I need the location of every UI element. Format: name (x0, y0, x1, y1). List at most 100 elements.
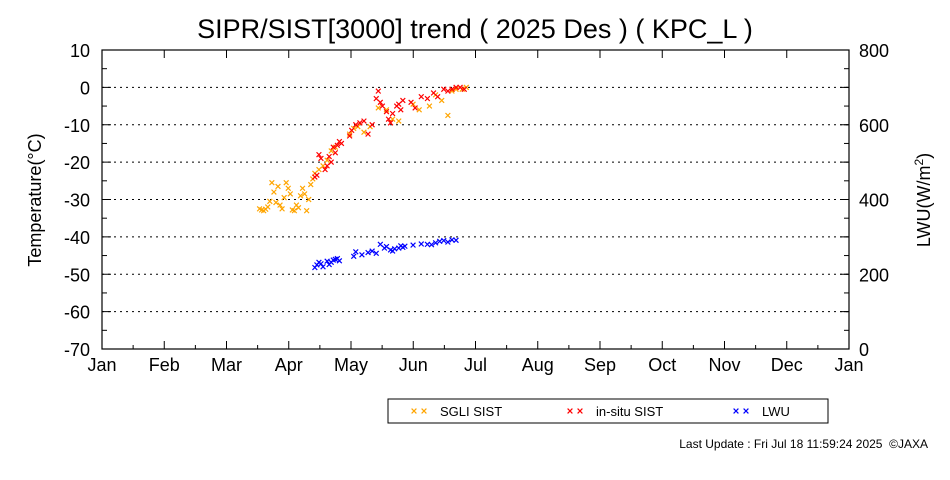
in-situ-sist-point (449, 86, 455, 93)
in-situ-sist-point (440, 86, 447, 93)
y-tick-label: -60 (64, 303, 90, 323)
legend-marker (733, 408, 739, 414)
lwu-point (410, 242, 416, 248)
in-situ-sist-point (338, 140, 345, 147)
sgli-sist-point (305, 196, 312, 203)
y2-axis-label: LWU(W/m2) (912, 153, 934, 247)
in-situ-sist-point (318, 155, 324, 162)
x-tick-label: Oct (648, 355, 676, 375)
in-situ-sist-point (385, 116, 392, 122)
grid-lines (102, 86, 849, 313)
sgli-sist-point (269, 179, 275, 186)
y-tick-label: -30 (64, 191, 90, 211)
y-tick-label: -20 (64, 153, 90, 173)
lwu-point (369, 248, 375, 254)
lwu-point (365, 249, 371, 256)
lwu-point (359, 251, 365, 258)
in-situ-sist-point (334, 142, 341, 149)
legend-label: SGLI SIST (440, 404, 502, 419)
legend-label: LWU (762, 404, 790, 419)
in-situ-sist-point (330, 144, 337, 150)
in-situ-sist-point (361, 118, 367, 124)
lwu-point (453, 237, 459, 244)
legend-box (387, 398, 829, 424)
legend-marker (743, 408, 749, 414)
sgli-sist-point (320, 163, 326, 169)
y2-axis-label-sup: 2 (912, 159, 926, 166)
in-situ-sist-point (418, 93, 425, 100)
lwu-point (318, 260, 324, 267)
in-situ-sist-point (379, 103, 386, 109)
data-markers (256, 84, 470, 271)
x-tick-label: Nov (708, 355, 740, 375)
sgli-sist-point (287, 191, 294, 197)
y2-tick-label: 200 (859, 265, 889, 285)
x-tick-label: Sep (584, 355, 616, 375)
lwu-point (352, 249, 359, 255)
in-situ-sist-point (377, 99, 384, 106)
legend-marker (577, 408, 583, 414)
sgli-sist-point (416, 106, 423, 113)
sgli-sist-point (324, 157, 330, 164)
in-situ-sist-point (453, 84, 459, 91)
sgli-sist-point (285, 185, 292, 192)
lwu-point (336, 257, 343, 264)
lwu-point (432, 240, 439, 246)
in-situ-sist-point (316, 151, 322, 158)
in-situ-sist-point (397, 106, 404, 113)
y-tick-label: -70 (64, 340, 90, 360)
in-situ-sist-point (314, 172, 320, 179)
x-tick-label: Jan (834, 355, 863, 375)
in-situ-sist-point (322, 166, 328, 173)
lwu-point (418, 241, 425, 247)
sgli-sist-point (281, 194, 287, 201)
y-axis-ticks: 10 0 -10 -20 -30 -40 -50 -60 -70 (64, 41, 849, 360)
in-situ-sist-point (369, 121, 375, 128)
lwu-point (402, 243, 408, 250)
sgli-sist-point (301, 191, 308, 197)
copyright-text: ©JAXA (889, 437, 928, 451)
y2-axis-ticks: 800 600 400 200 0 (844, 41, 889, 360)
last-update-text: Last Update : Fri Jul 18 11:59:24 2025 (679, 437, 883, 451)
in-situ-sist-point (457, 84, 463, 91)
legend-label: in-situ SIST (596, 404, 663, 419)
x-tick-label: Aug (522, 355, 554, 375)
y2-tick-label: 600 (859, 116, 889, 136)
in-situ-sist-point (434, 93, 441, 100)
chart-title: SIPR/SIST[3000] trend ( 2025 Des ) ( KPC… (197, 14, 753, 44)
sgli-sist-point (297, 192, 304, 199)
in-situ-sist-point (357, 120, 363, 126)
in-situ-sist-point (348, 127, 355, 134)
in-situ-sist-point (383, 108, 390, 115)
lwu-point (350, 253, 357, 260)
footer: Last Update : Fri Jul 18 11:59:24 2025 ©… (679, 437, 928, 451)
lwu-point (391, 246, 398, 252)
y-tick-label: -10 (64, 116, 90, 136)
sgli-sist-point (303, 207, 310, 214)
sgli-sist-point (299, 185, 306, 192)
x-tick-label: Jul (464, 355, 487, 375)
y-tick-label: -40 (64, 228, 90, 248)
x-tick-label: Jun (399, 355, 428, 375)
in-situ-sist-point (365, 131, 371, 137)
y2-axis-label-end: ) (914, 153, 934, 159)
sgli-sist-point (271, 189, 277, 195)
x-tick-label: Dec (771, 355, 803, 375)
y2-axis-label-main: LWU(W/m (914, 166, 934, 248)
y-tick-label: 10 (70, 41, 90, 61)
sgli-sist-point (291, 207, 298, 214)
lwu-point (320, 263, 326, 270)
x-axis-ticks: Jan Feb Mar Apr May Jun Jul Aug Sep Oct Nov Dec Jan (87, 50, 864, 375)
x-tick-label: Mar (211, 355, 242, 375)
sgli-sist-point (445, 112, 451, 119)
sgli-sist-point (273, 199, 279, 206)
sgli-sist-point (426, 103, 433, 109)
lwu-point (428, 241, 435, 248)
sgli-sist-point (277, 202, 283, 208)
lwu-point (324, 258, 330, 264)
in-situ-sist-point (412, 105, 418, 111)
sgli-sist-point (375, 105, 382, 111)
sgli-sist-point (389, 116, 396, 122)
y-tick-label: -50 (64, 265, 90, 285)
